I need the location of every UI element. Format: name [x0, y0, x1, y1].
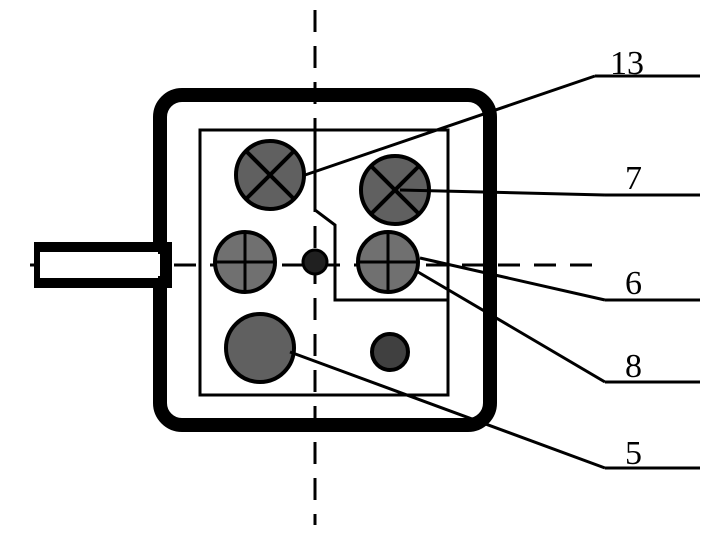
label-13: 13	[610, 45, 644, 83]
circle-mid-right	[358, 232, 418, 292]
circle-bottom-left	[226, 314, 294, 382]
stem-fill	[40, 252, 158, 278]
label-5: 5	[625, 435, 642, 473]
label-7: 7	[625, 160, 642, 198]
circle-bottom-right-small	[372, 334, 408, 370]
circle-top-left	[236, 141, 304, 209]
leader-7	[400, 190, 700, 195]
label-6: 6	[625, 265, 642, 303]
circle-mid-left	[215, 232, 275, 292]
circle-center-dot	[303, 250, 327, 274]
label-8: 8	[625, 348, 642, 386]
